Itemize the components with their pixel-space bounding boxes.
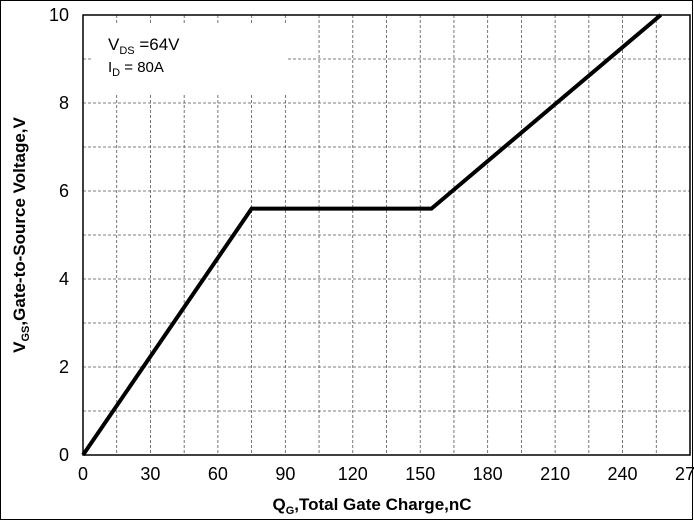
tick-layer: 0 30 60 90 120 150 180 210 240 270 0 2 4 6 8 10	[49, 5, 694, 484]
x-axis-label: QG,Total Gate Charge,nC	[272, 495, 471, 517]
annotation-vds: VDS =64V	[108, 35, 180, 57]
x-tick-label: 240	[608, 464, 638, 484]
series-line-0	[81, 13, 663, 457]
x-tick-label: 90	[275, 464, 295, 484]
y-tick-label: 10	[49, 5, 69, 25]
plot-area-border	[82, 14, 691, 456]
y-tick-label: 2	[59, 357, 69, 377]
x-tick-label: 30	[140, 464, 160, 484]
y-axis-label: VGS,Gate-to-Source Voltage,V	[10, 116, 32, 352]
x-tick-label: 210	[540, 464, 570, 484]
x-tick-label: 60	[208, 464, 228, 484]
x-tick-label: 120	[338, 464, 368, 484]
x-tick-label: 270	[675, 464, 694, 484]
annotation-id: ID = 80A	[108, 59, 164, 79]
y-tick-label: 4	[59, 269, 69, 289]
y-tick-label: 8	[59, 93, 69, 113]
x-tick-label: 180	[473, 464, 503, 484]
y-tick-label: 6	[59, 181, 69, 201]
grid-layer	[83, 15, 690, 455]
x-tick-label: 0	[78, 464, 88, 484]
series-layer	[81, 13, 663, 457]
x-tick-label: 150	[405, 464, 435, 484]
y-tick-label: 0	[59, 445, 69, 465]
annotation-background	[91, 25, 286, 95]
